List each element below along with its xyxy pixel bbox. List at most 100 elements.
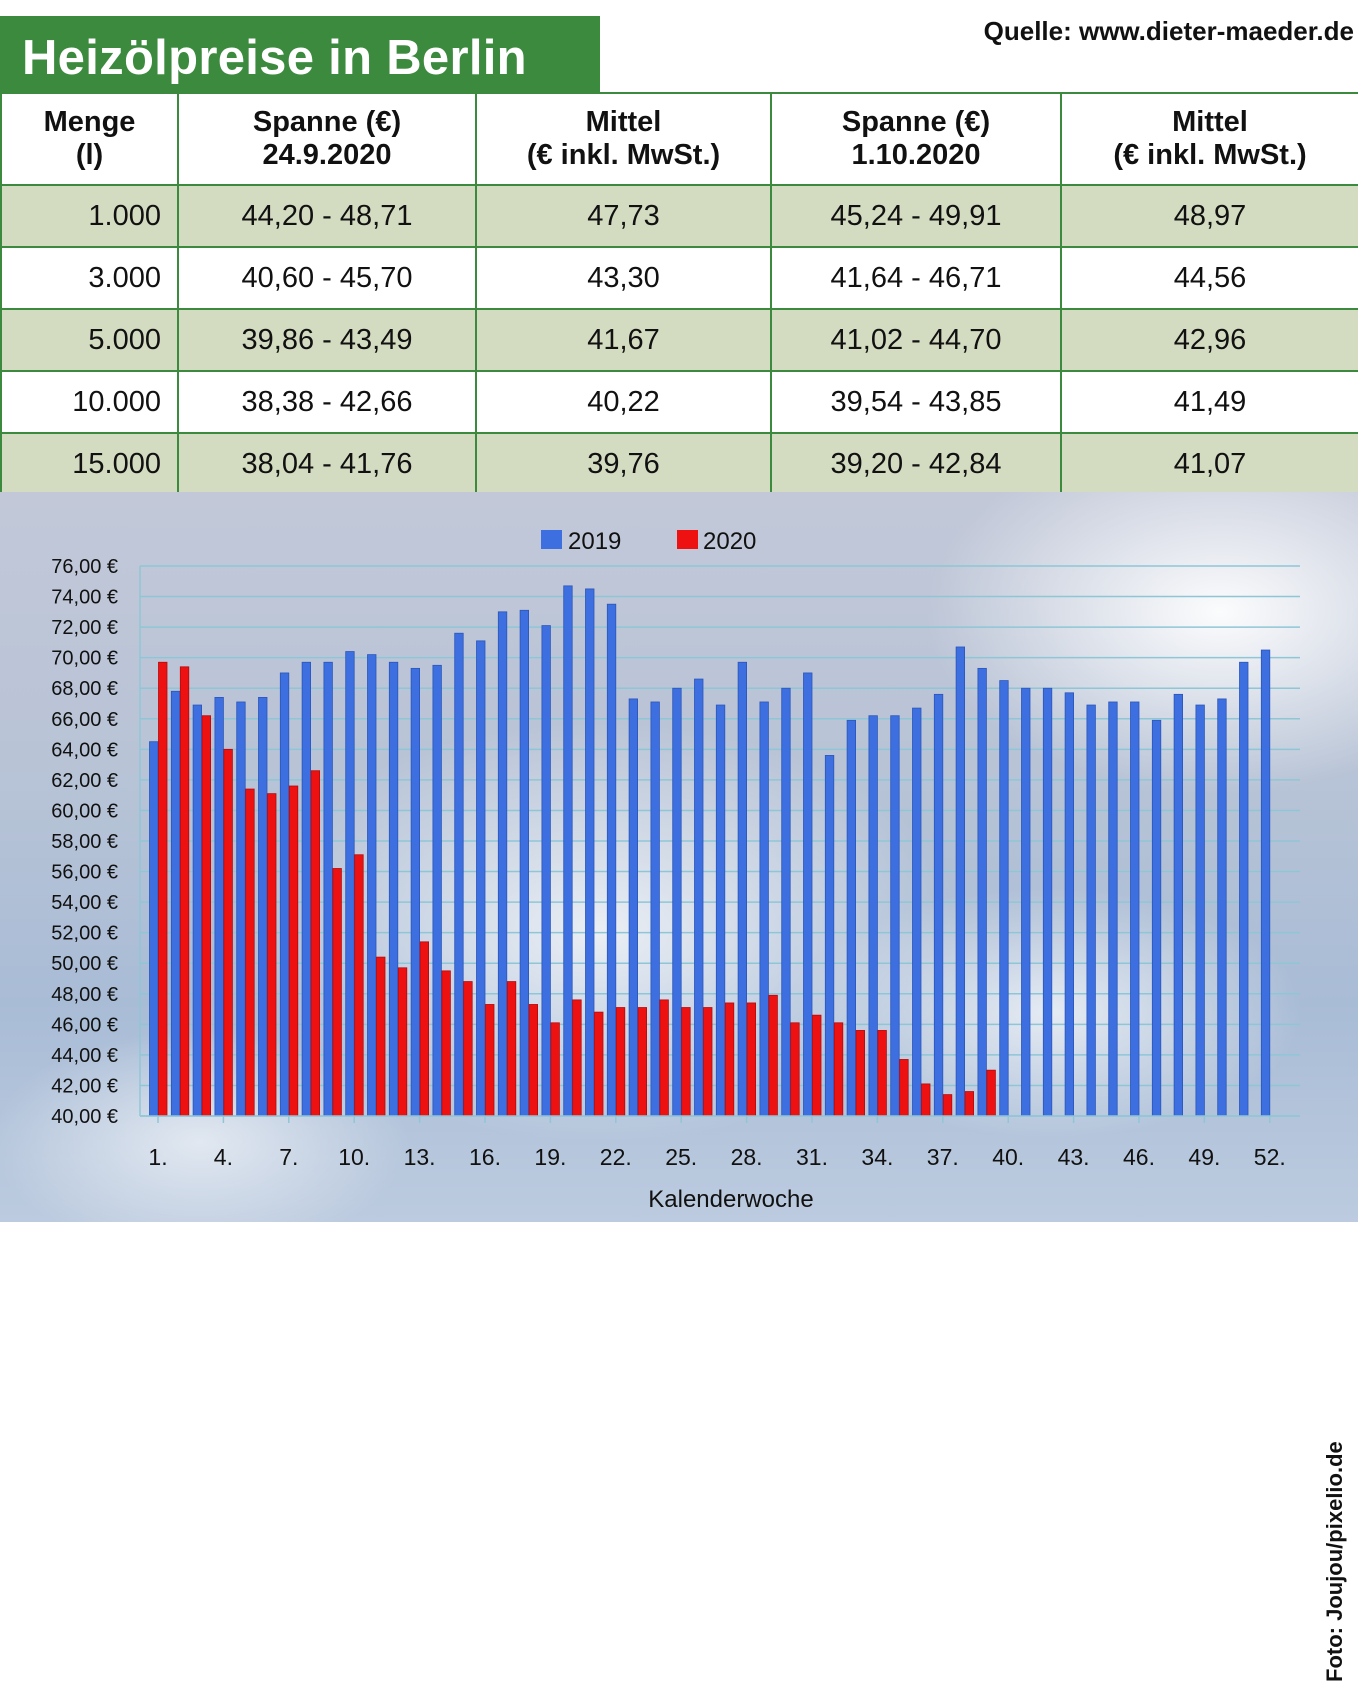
bar-2020: [463, 981, 473, 1117]
title-banner: Heizölpreise in Berlin: [0, 16, 600, 92]
bar-2020: [376, 956, 386, 1117]
bar-2020: [833, 1022, 844, 1117]
x-tick-label: 1.: [148, 1144, 167, 1170]
bar-2020: [419, 941, 430, 1117]
bar-2019: [1108, 701, 1118, 1117]
x-tick-label: 25.: [665, 1144, 697, 1170]
cell-mittel-2: 41,49: [1060, 370, 1358, 434]
bar-2020: [899, 1059, 909, 1117]
cell-spanne-1: 38,38 - 42,66: [177, 370, 477, 434]
bar-chart: 40,00 € 42,00 € 44,00 € 46,00 € 48,00 € 50,00…: [51, 528, 1300, 1213]
cell-mittel-1: 43,30: [475, 246, 772, 310]
chart-bars: [149, 585, 1271, 1117]
bar-2019: [170, 690, 181, 1117]
bar-2020: [921, 1083, 931, 1117]
y-tick-label: 54,00 €: [51, 892, 118, 914]
bar-2019: [1042, 687, 1053, 1117]
y-tick-label: 72,00 €: [51, 617, 118, 639]
col-header-spanne-1: Spanne (€) 24.9.2020: [177, 92, 477, 186]
x-tick-label: 7.: [279, 1144, 298, 1170]
x-tick-label: 49.: [1188, 1144, 1220, 1170]
bar-2019: [824, 755, 835, 1117]
bar-2020: [179, 666, 190, 1117]
bar-2019: [1151, 719, 1162, 1117]
chart-axes: 40,00 € 42,00 € 44,00 € 46,00 € 48,00 € 50,00…: [51, 556, 1300, 1170]
bar-2019: [650, 701, 660, 1117]
y-tick-label: 60,00 €: [51, 800, 118, 822]
bar-2019: [279, 672, 290, 1117]
chart-legend: 2019 2020: [541, 528, 756, 555]
bar-2020: [572, 999, 582, 1117]
photo-credit: Foto: Joujou/pixelio.de: [1322, 1441, 1347, 1682]
y-tick-label: 66,00 €: [51, 709, 118, 731]
bar-2019: [236, 701, 246, 1117]
y-tick-label: 62,00 €: [51, 770, 118, 792]
x-tick-label: 22.: [600, 1144, 632, 1170]
bar-2019: [476, 640, 486, 1117]
bar-2020: [790, 1022, 800, 1117]
x-tick-label: 28.: [731, 1144, 763, 1170]
legend-label-2019: 2019: [568, 528, 621, 555]
legend-swatch-2019: [541, 530, 562, 549]
cell-spanne-2: 41,64 - 46,71: [770, 246, 1062, 310]
col-header-mittel-2: Mittel (€ inkl. MwSt.): [1060, 92, 1358, 186]
bar-2020: [550, 1022, 560, 1117]
bar-2019: [432, 664, 442, 1117]
y-tick-label: 40,00 €: [51, 1106, 118, 1128]
y-tick-label: 76,00 €: [51, 556, 118, 578]
table-row: 15.000 38,04 - 41,76 39,76 39,20 - 42,84…: [0, 432, 1358, 496]
x-tick-label: 46.: [1123, 1144, 1155, 1170]
cell-menge: 10.000: [0, 370, 179, 434]
bar-2020: [724, 1002, 735, 1117]
bar-2020: [986, 1069, 996, 1117]
cell-spanne-1: 44,20 - 48,71: [177, 184, 477, 248]
bar-2019: [846, 719, 856, 1117]
bar-2020: [158, 661, 168, 1117]
col-header-mittel-1: Mittel (€ inkl. MwSt.): [475, 92, 772, 186]
bar-2019: [781, 687, 791, 1117]
x-axis-label: Kalenderwoche: [648, 1186, 813, 1213]
bar-2020: [615, 1007, 626, 1117]
cell-spanne-2: 39,54 - 43,85: [770, 370, 1062, 434]
y-tick-label: 56,00 €: [51, 862, 118, 884]
x-tick-label: 16.: [469, 1144, 501, 1170]
col-header-spanne-2: Spanne (€) 1.10.2020: [770, 92, 1062, 186]
bar-2019: [563, 585, 573, 1117]
x-tick-label: 37.: [927, 1144, 959, 1170]
bar-2020: [332, 868, 342, 1117]
bar-2019: [454, 632, 464, 1117]
bar-2019: [672, 687, 682, 1117]
page-title: Heizölpreise in Berlin: [22, 31, 527, 85]
x-tick-label: 34.: [861, 1144, 893, 1170]
bar-2020: [201, 715, 212, 1117]
cell-mittel-1: 39,76: [475, 432, 772, 496]
bar-2020: [942, 1094, 953, 1117]
cell-mittel-2: 41,07: [1060, 432, 1358, 496]
table-row: 5.000 39,86 - 43,49 41,67 41,02 - 44,70 …: [0, 308, 1358, 372]
bar-2019: [258, 696, 268, 1117]
cell-spanne-2: 39,20 - 42,84: [770, 432, 1062, 496]
bar-2020: [223, 748, 233, 1117]
cell-menge: 1.000: [0, 184, 179, 248]
y-tick-label: 50,00 €: [51, 953, 118, 975]
x-tick-label: 19.: [534, 1144, 566, 1170]
x-tick-label: 31.: [796, 1144, 828, 1170]
bar-2019: [1173, 693, 1183, 1117]
bar-2020: [397, 967, 408, 1117]
cell-mittel-2: 48,97: [1060, 184, 1358, 248]
cell-menge: 3.000: [0, 246, 179, 310]
bar-2019: [519, 609, 529, 1117]
bar-2020: [703, 1007, 713, 1117]
bar-2020: [288, 785, 299, 1117]
bar-2020: [768, 994, 778, 1117]
bar-2020: [245, 788, 255, 1117]
y-tick-label: 58,00 €: [51, 831, 118, 853]
table-header-row: Menge (l) Spanne (€) 24.9.2020 Mittel (€ in…: [0, 92, 1358, 186]
bar-2019: [323, 661, 333, 1117]
chart-panel: 40,00 € 42,00 € 44,00 € 46,00 € 48,00 € 50,00…: [0, 492, 1358, 1682]
bar-2019: [606, 603, 617, 1117]
source-note: Quelle: www.dieter-maeder.de: [983, 16, 1354, 46]
cell-menge: 15.000: [0, 432, 179, 496]
x-tick-label: 13.: [404, 1144, 436, 1170]
bar-2019: [955, 646, 965, 1117]
